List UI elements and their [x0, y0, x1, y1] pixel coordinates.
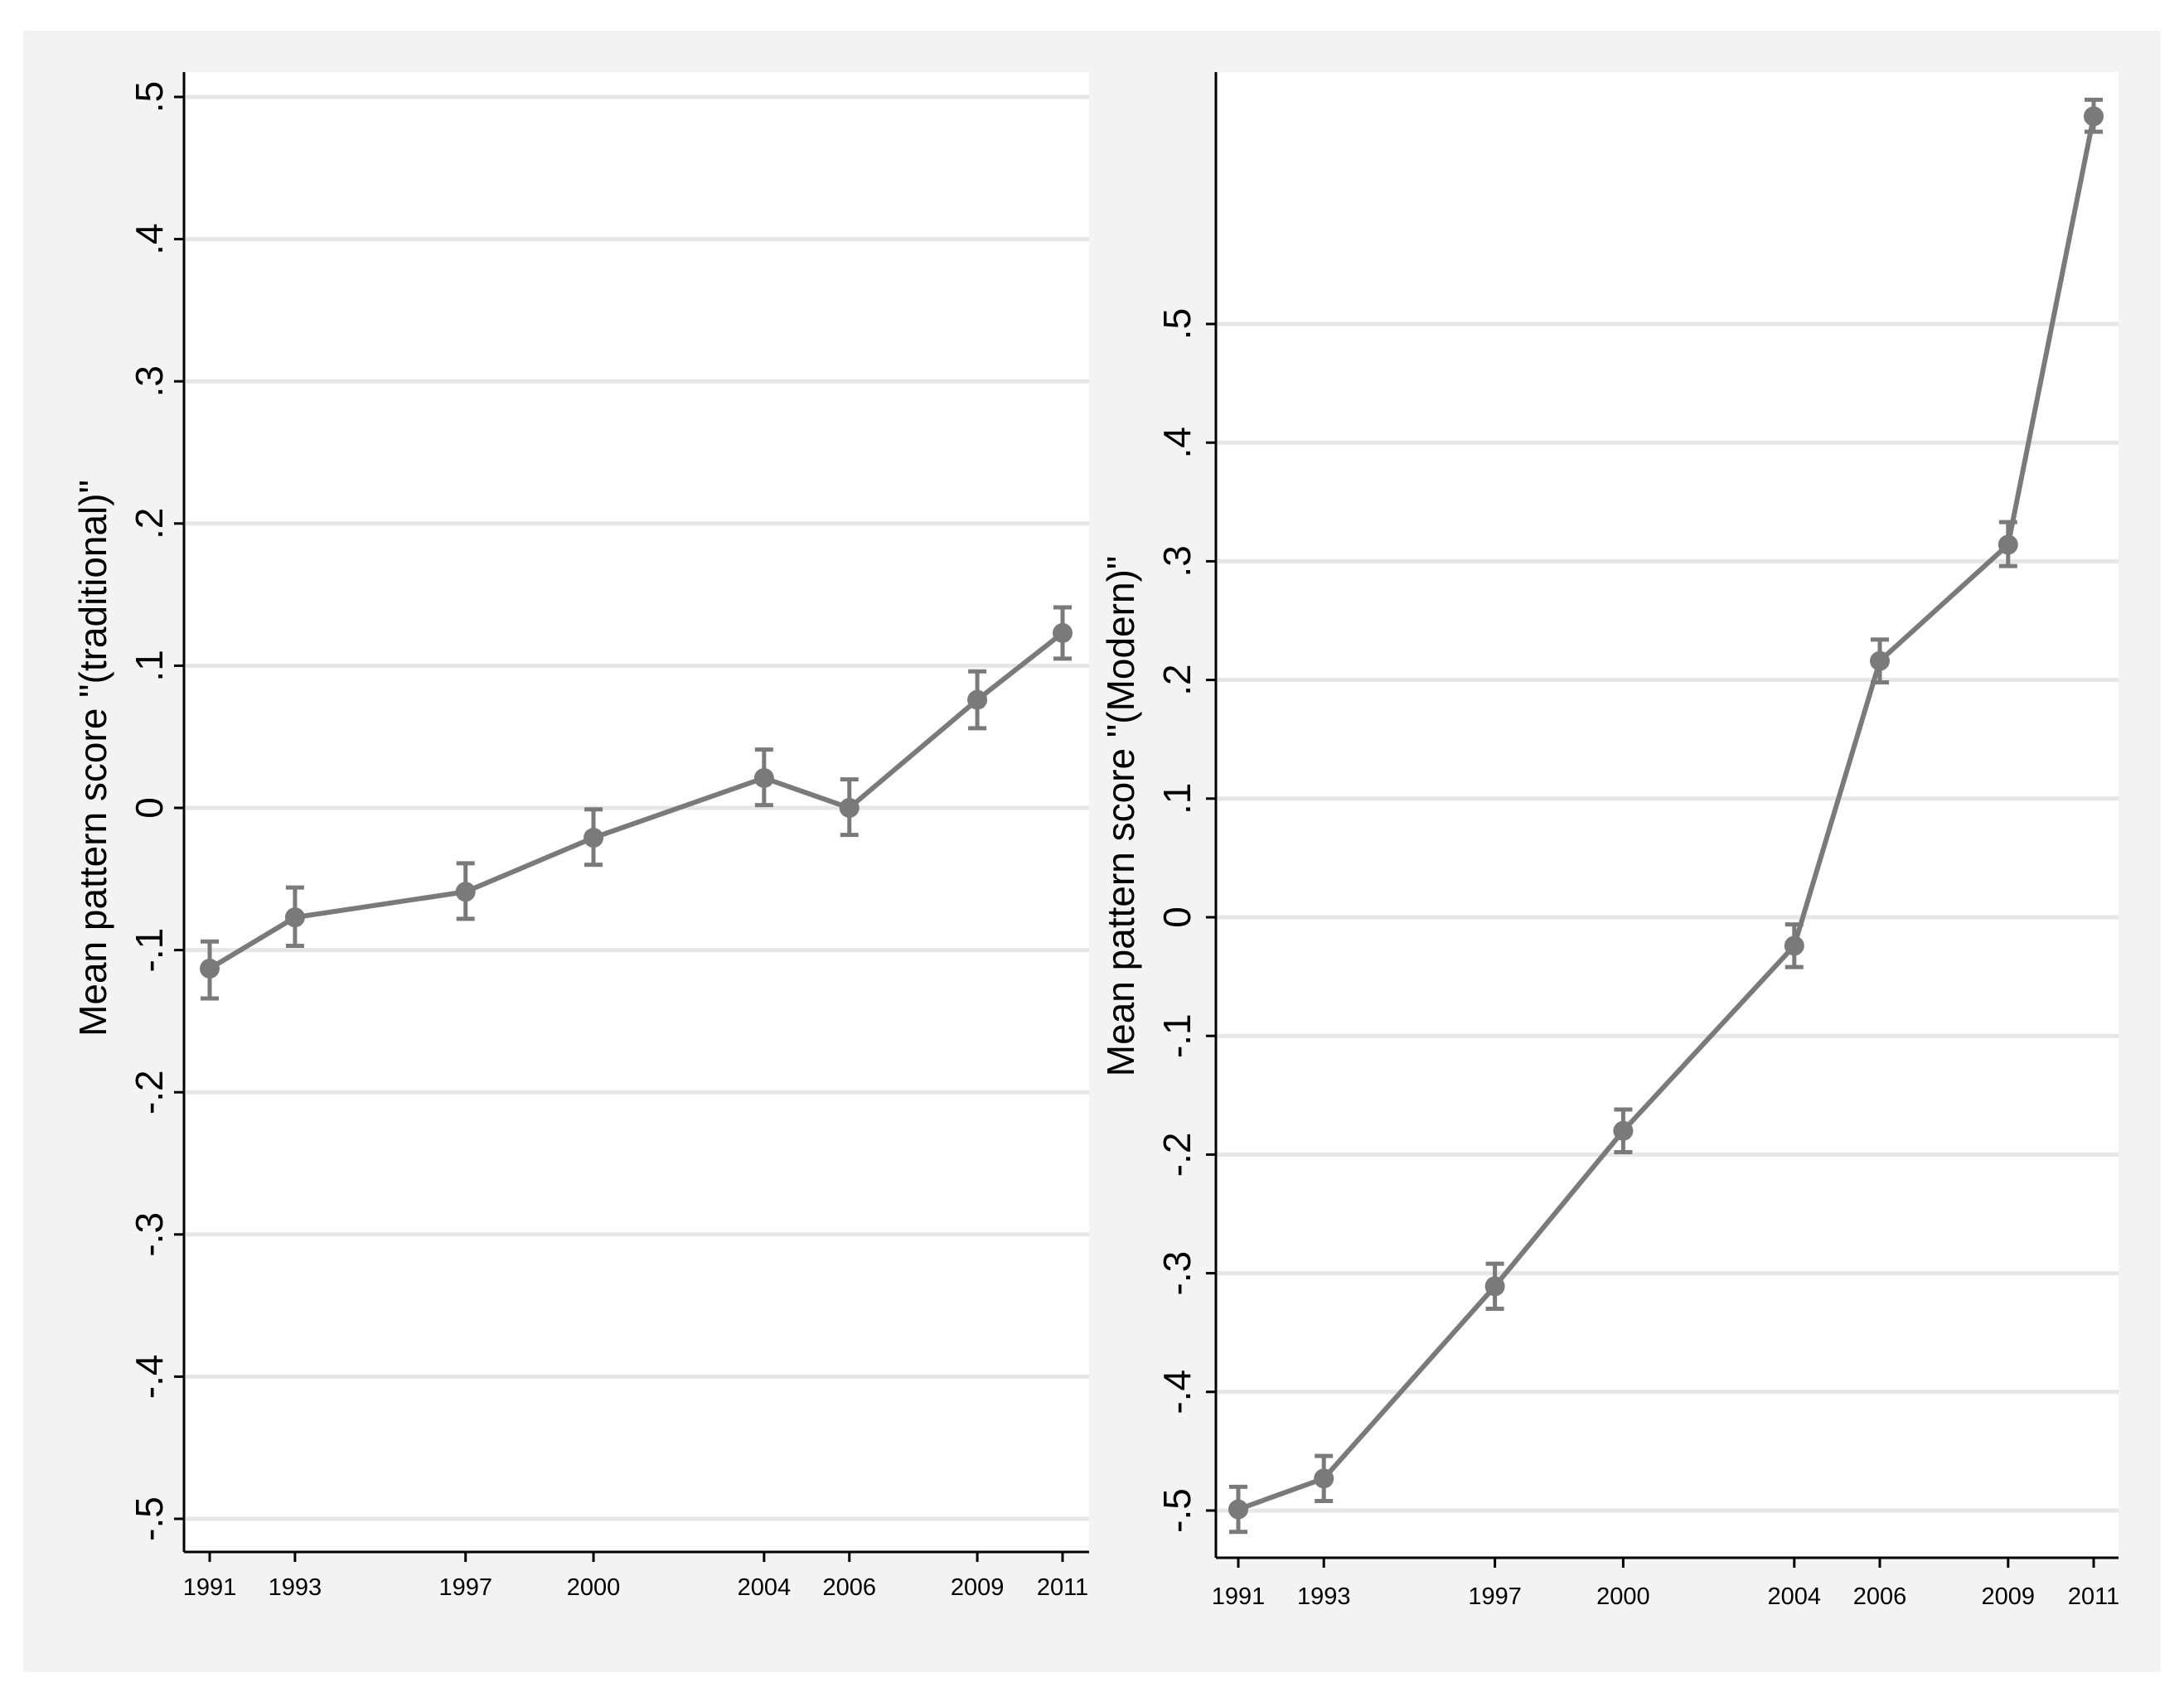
right-x-tick-label: 1997 [1468, 1583, 1522, 1610]
right-y-ticks: -.5 -.4 -.3 -.2 -.1 0 .1 .2 .3 .4 .5 [1155, 308, 1216, 1533]
right-plot-area [1216, 72, 2119, 1558]
right-x-tick-label: 2006 [1853, 1583, 1907, 1610]
right-x-tick-label: 2000 [1596, 1583, 1650, 1610]
right-y-tick-label: 0 [1155, 906, 1199, 928]
right-y-tick-label: .2 [1155, 664, 1199, 695]
right-y-tick-label: -.3 [1155, 1251, 1199, 1296]
right-x-tick-label: 1993 [1297, 1583, 1351, 1610]
left-y-tick-label: -.5 [128, 1496, 171, 1541]
right-series [1228, 97, 2104, 1535]
right-x-tick-label: 1991 [1212, 1583, 1266, 1610]
left-y-tick-label: 0 [128, 797, 171, 819]
left-x-tick-label: 1997 [438, 1574, 492, 1601]
right-y-tick-label: -.4 [1155, 1370, 1199, 1414]
right-y-tick-label: .1 [1155, 783, 1199, 815]
left-y-tick-label: -.2 [128, 1070, 171, 1114]
left-y-tick-label: .3 [128, 365, 171, 397]
left-y-tick-label: .1 [128, 650, 171, 681]
right-y-tick-label: -.1 [1155, 1013, 1199, 1058]
left-x-tick-label: 2006 [822, 1574, 876, 1601]
right-y-tick-label: -.5 [1155, 1488, 1199, 1533]
right-x-tick-label: 2009 [1982, 1583, 2036, 1610]
right-data-point [1784, 935, 1804, 956]
right-data-point [2084, 106, 2104, 127]
right-data-point [1314, 1468, 1334, 1489]
right-y-tick-label: .5 [1155, 308, 1199, 340]
left-data-point [200, 958, 220, 979]
right-data-point [1998, 534, 2018, 555]
left-y-tick-label: -.4 [128, 1355, 171, 1400]
left-data-point [1053, 622, 1073, 643]
left-data-point [967, 689, 988, 710]
left-data-point [455, 882, 476, 902]
left-y-tick-label: .5 [128, 81, 171, 113]
right-y-tick-label: -.2 [1155, 1133, 1199, 1177]
left-y-tick-label: .4 [128, 223, 171, 254]
left-x-tick-label: 2009 [951, 1574, 1005, 1601]
left-y-ticks: -.5 -.4 -.3 -.2 -.1 0 .1 .2 .3 .4 .5 [128, 81, 184, 1541]
right-data-point [1613, 1120, 1634, 1141]
left-x-tick-label: 1993 [269, 1574, 322, 1601]
left-x-tick-label: 1991 [183, 1574, 237, 1601]
left-plot-area [184, 72, 1089, 1552]
left-gridlines [186, 94, 1089, 1521]
right-x-ticks: 1991 1993 1997 2000 2004 2006 2009 2011 [1212, 1558, 2119, 1610]
right-x-tick-label: 2004 [1768, 1583, 1822, 1610]
right-data-point [1870, 650, 1890, 671]
right-x-tick-label: 2011 [2068, 1583, 2119, 1610]
right-y-axis-title: Mean pattern score "(Modern)" [1099, 556, 1142, 1076]
left-series-line [208, 631, 1064, 971]
left-x-tick-label: 2011 [1037, 1574, 1088, 1601]
right-data-point [1228, 1499, 1248, 1520]
left-data-point [284, 907, 305, 928]
right-panel-modern: -.5 -.4 -.3 -.2 -.1 0 .1 .2 .3 .4 .5 1991 1993 1997 2… [1099, 72, 2119, 1610]
right-y-tick-label: .3 [1155, 545, 1199, 577]
right-data-point [1484, 1276, 1505, 1297]
right-gridlines [1218, 321, 2119, 1513]
left-x-ticks: 1991 1993 1997 2000 2004 2006 2009 2011 [183, 1552, 1088, 1601]
left-x-tick-label: 2004 [738, 1574, 792, 1601]
left-y-tick-label: -.1 [128, 928, 171, 973]
left-series [200, 605, 1073, 1001]
left-y-tick-label: .2 [128, 508, 171, 539]
left-data-point [839, 798, 860, 818]
right-y-tick-label: .4 [1155, 427, 1199, 458]
left-y-axis-title: Mean pattern score "(traditional)" [71, 480, 114, 1037]
left-data-point [584, 828, 604, 848]
right-series-line [1237, 115, 2096, 1512]
left-data-point [753, 767, 774, 788]
left-y-tick-label: -.3 [128, 1212, 171, 1257]
left-panel-traditional: -.5 -.4 -.3 -.2 -.1 0 .1 .2 .3 .4 .5 1991 1993 1997 2… [71, 72, 1089, 1601]
left-x-tick-label: 2000 [567, 1574, 621, 1601]
